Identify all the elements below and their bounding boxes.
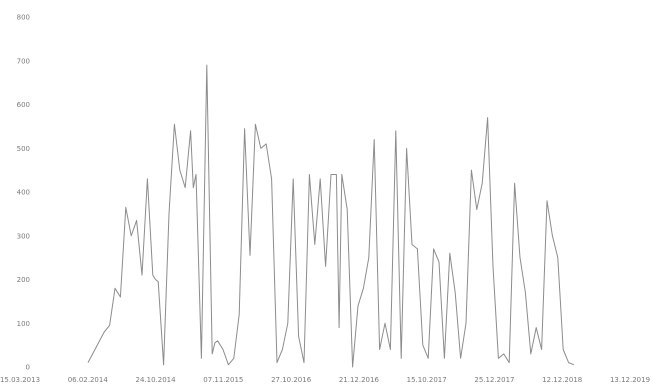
x-tick-label: 21.12.2016 (339, 376, 380, 384)
x-tick-label: 24.10.2014 (136, 376, 177, 384)
series-line (87, 64, 575, 368)
x-tick-label: 15.03.2013 (0, 376, 40, 384)
y-axis-ticks: 0 100 200 300 400 500 600 700 800 (17, 14, 30, 372)
x-tick-label: 27.10.2016 (271, 376, 312, 384)
x-tick-label: 07.11.2015 (203, 376, 243, 384)
y-tick-label: 600 (17, 101, 30, 109)
y-tick-label: 300 (17, 232, 30, 240)
y-tick-label: 100 (17, 320, 30, 328)
y-tick-label: 0 (26, 364, 30, 372)
y-tick-label: 500 (17, 145, 30, 153)
x-tick-label: 25.12.2017 (474, 376, 514, 384)
y-tick-label: 700 (17, 57, 30, 65)
x-tick-label: 12.12.2018 (542, 376, 582, 384)
x-tick-label: 13.12.2019 (610, 376, 650, 384)
x-tick-label: 06.02.2014 (68, 376, 109, 384)
x-tick-label: 15.10.2017 (407, 376, 447, 384)
series-group (87, 64, 575, 368)
y-tick-label: 200 (17, 276, 30, 284)
y-tick-label: 400 (17, 189, 30, 197)
y-tick-label: 800 (17, 14, 30, 22)
x-axis-ticks: 15.03.2013 06.02.2014 24.10.2014 07.11.2015… (0, 376, 650, 384)
